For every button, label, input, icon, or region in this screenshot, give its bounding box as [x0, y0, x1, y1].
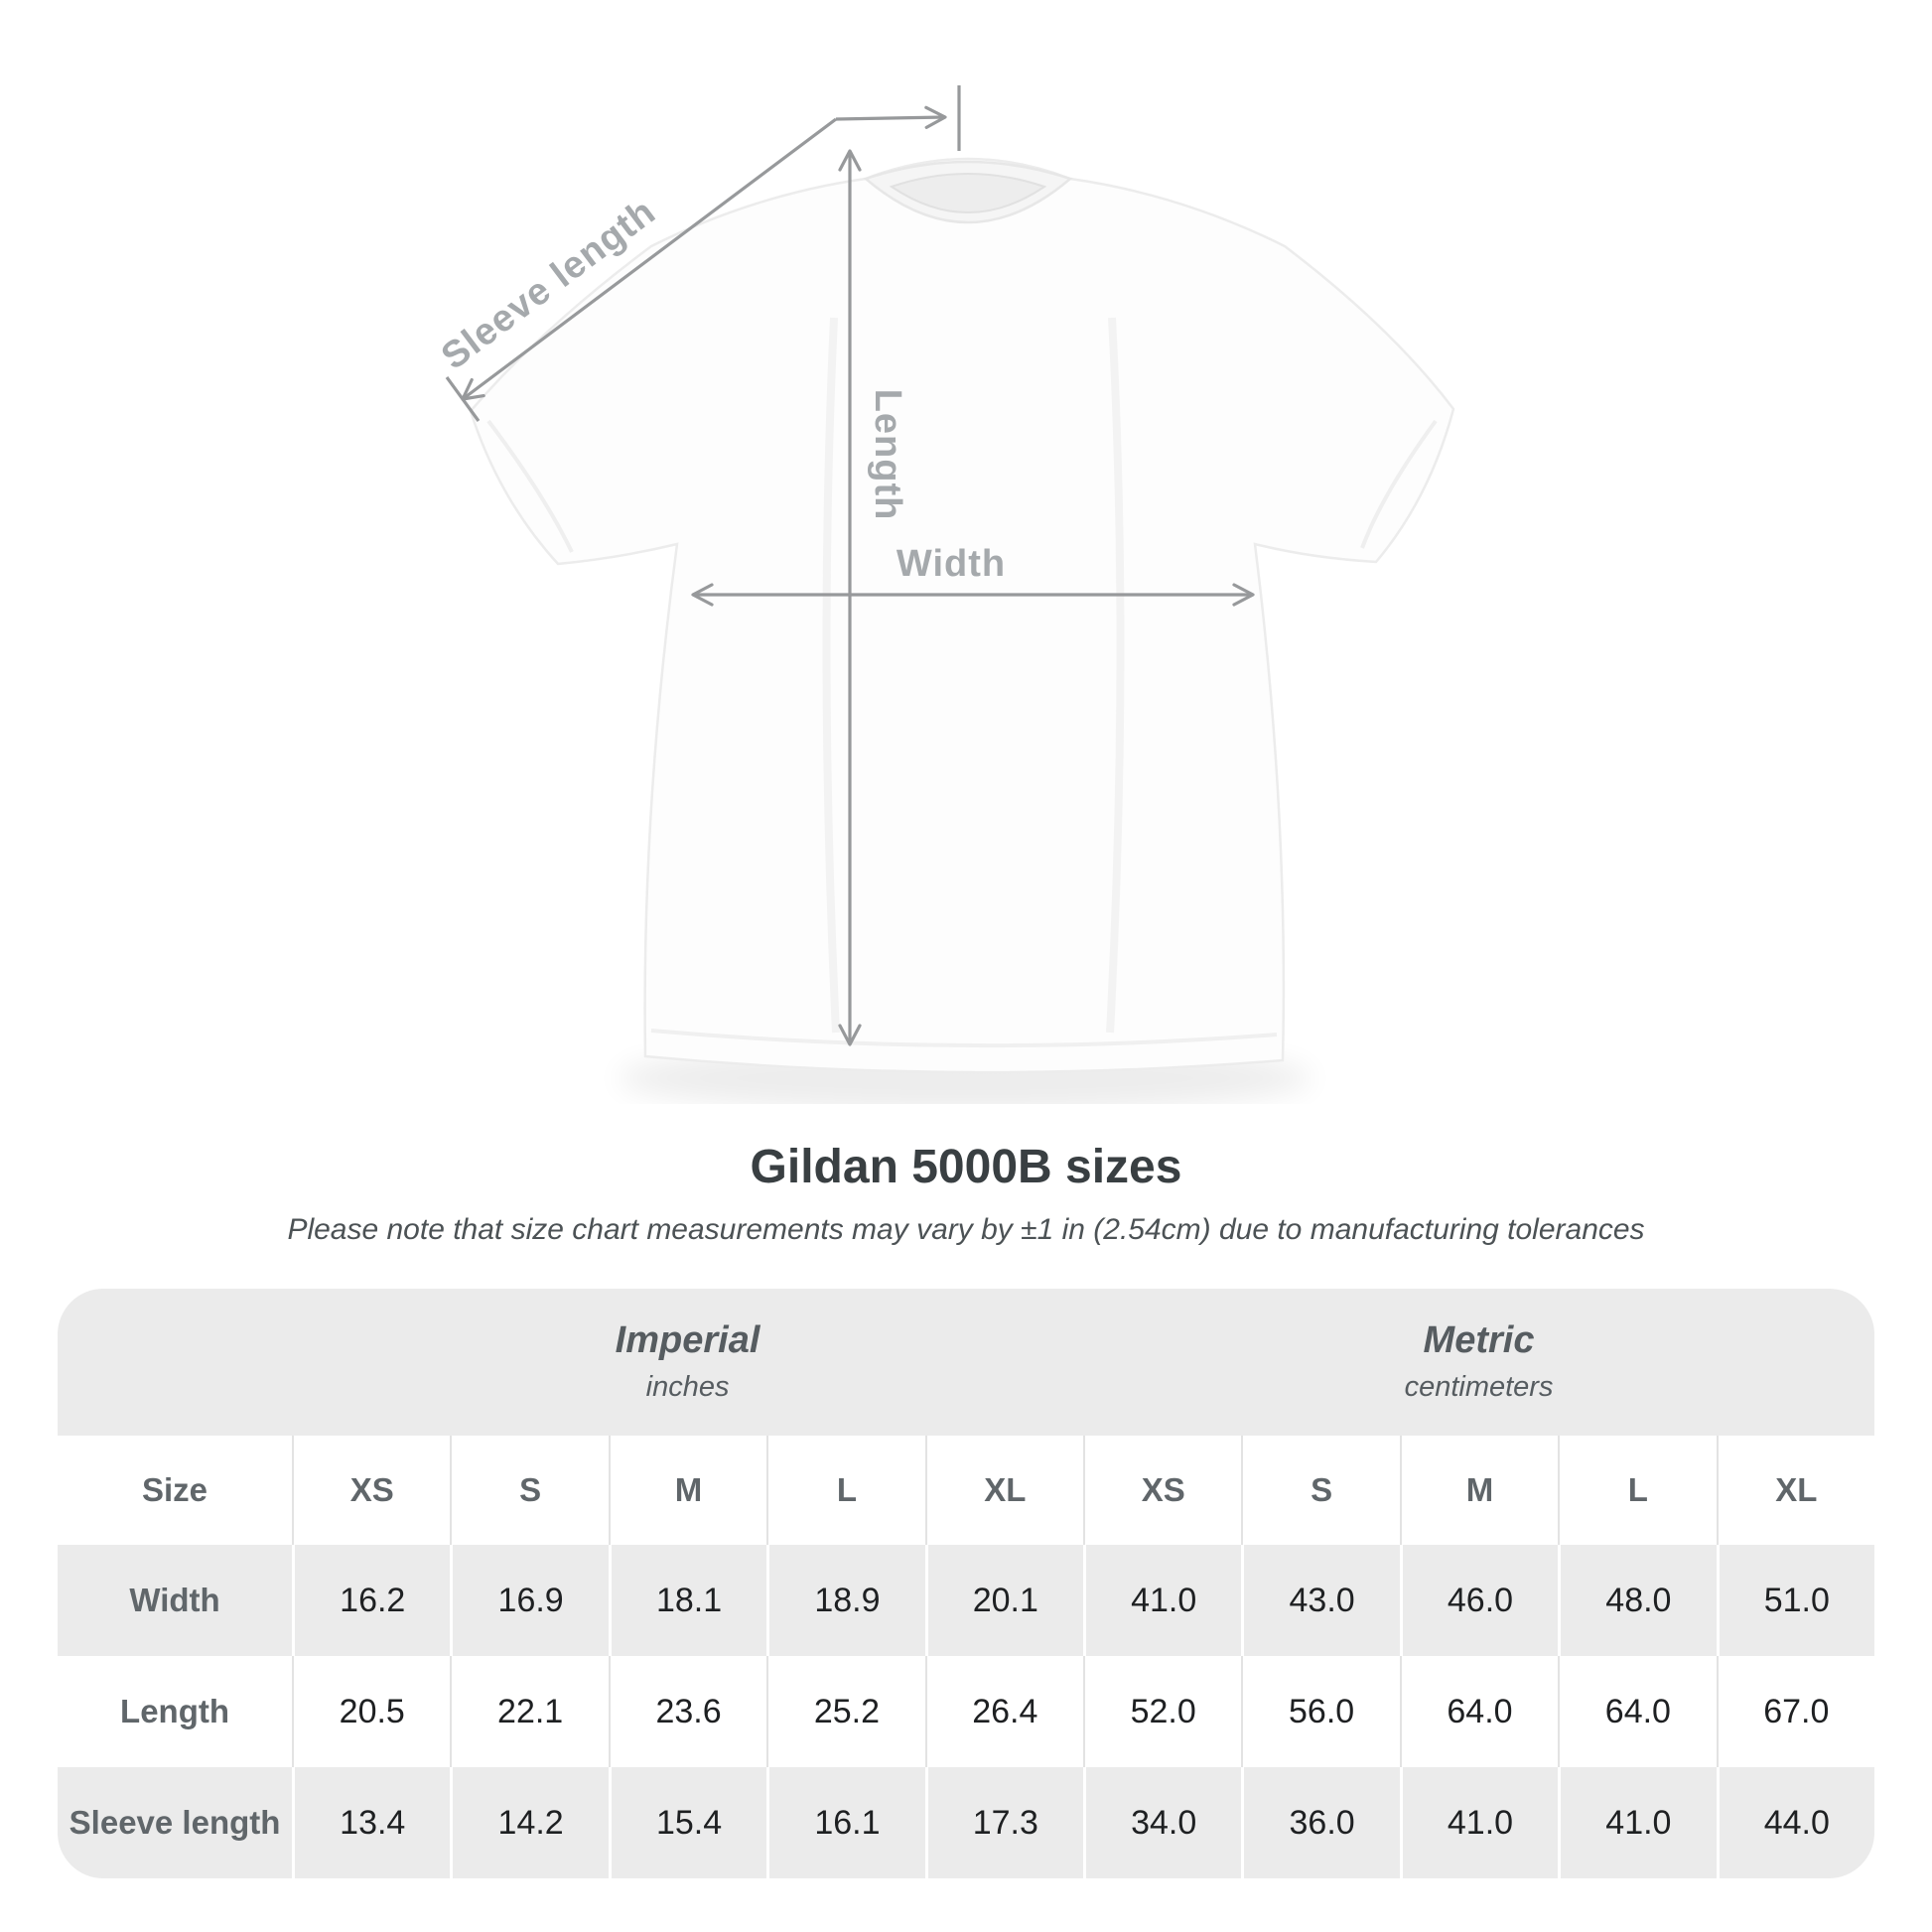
col-metric-m: M [1399, 1436, 1559, 1545]
sleeve-length-end-tick [445, 376, 481, 422]
table-row-sleeve-length: Sleeve length 13.4 14.2 15.4 16.1 17.3 3… [58, 1767, 1874, 1878]
row-label-length: Length [58, 1656, 293, 1767]
tshirt-shape [469, 157, 1455, 1074]
size-table: Imperial inches Metric centimeters Size … [58, 1289, 1874, 1878]
width-metric-l: 48.0 [1558, 1545, 1717, 1656]
width-imperial-l: 18.9 [766, 1545, 925, 1656]
sleeve-metric-s: 36.0 [1241, 1767, 1400, 1878]
length-imperial-l: 25.2 [766, 1656, 925, 1767]
unit-header-row: Imperial inches Metric centimeters [58, 1289, 1874, 1436]
unit-header-corner [58, 1289, 293, 1436]
metric-unit: centimeters [1404, 1370, 1554, 1403]
table-row-width: Width 16.2 16.9 18.1 18.9 20.1 41.0 43.0… [58, 1545, 1874, 1656]
table-row-length: Length 20.5 22.1 23.6 25.2 26.4 52.0 56.… [58, 1656, 1874, 1767]
length-metric-xl: 67.0 [1716, 1656, 1874, 1767]
width-metric-s: 43.0 [1241, 1545, 1400, 1656]
sleeve-length-arrow [461, 117, 837, 401]
sleeve-imperial-xl: 17.3 [924, 1767, 1084, 1878]
length-label: Length [867, 389, 908, 521]
length-imperial-s: 22.1 [450, 1656, 609, 1767]
metric-title: Metric [1423, 1319, 1535, 1362]
col-metric-xl: XL [1716, 1436, 1874, 1545]
col-imperial-l: L [766, 1436, 925, 1545]
col-metric-l: L [1558, 1436, 1717, 1545]
fabric-fold-right [1106, 317, 1125, 1034]
page-subtitle: Please note that size chart measurements… [287, 1213, 1645, 1246]
imperial-unit: inches [645, 1370, 730, 1403]
imperial-header: Imperial inches [292, 1289, 1084, 1436]
row-label-sleeve-length: Sleeve length [58, 1767, 293, 1878]
width-label: Width [897, 543, 1006, 585]
sleeve-metric-xl: 44.0 [1716, 1767, 1874, 1878]
sleeve-metric-xs: 34.0 [1083, 1767, 1242, 1878]
length-imperial-xs: 20.5 [292, 1656, 451, 1767]
col-imperial-s: S [450, 1436, 609, 1545]
right-cuff-seam [1360, 419, 1438, 549]
length-metric-s: 56.0 [1241, 1656, 1400, 1767]
width-metric-m: 46.0 [1399, 1545, 1559, 1656]
size-column-header: Size [58, 1436, 293, 1545]
length-imperial-xl: 26.4 [924, 1656, 1084, 1767]
shoulder-guide-line [835, 105, 947, 129]
fabric-fold-left [822, 317, 840, 1034]
collar-opening [889, 173, 1047, 213]
size-header-row: Size XS S M L XL XS S M L XL [58, 1436, 1874, 1545]
width-imperial-s: 16.9 [450, 1545, 609, 1656]
col-imperial-xs: XS [292, 1436, 451, 1545]
col-metric-xs: XS [1083, 1436, 1242, 1545]
sleeve-metric-m: 41.0 [1399, 1767, 1559, 1878]
width-metric-xl: 51.0 [1716, 1545, 1874, 1656]
sleeve-imperial-l: 16.1 [766, 1767, 925, 1878]
row-label-width: Width [58, 1545, 293, 1656]
metric-header: Metric centimeters [1083, 1289, 1874, 1436]
width-imperial-xl: 20.1 [924, 1545, 1084, 1656]
sleeve-metric-l: 41.0 [1558, 1767, 1717, 1878]
sleeve-imperial-xs: 13.4 [292, 1767, 451, 1878]
left-cuff-seam [486, 419, 574, 553]
tshirt-diagram: Sleeve length Length Width [434, 85, 1455, 1104]
hem-seam [650, 1029, 1278, 1048]
length-imperial-m: 23.6 [608, 1656, 767, 1767]
sleeve-imperial-m: 15.4 [608, 1767, 767, 1878]
width-imperial-m: 18.1 [608, 1545, 767, 1656]
width-imperial-xs: 16.2 [292, 1545, 451, 1656]
col-imperial-xl: XL [924, 1436, 1084, 1545]
col-imperial-m: M [608, 1436, 767, 1545]
imperial-title: Imperial [615, 1319, 760, 1362]
page-title: Gildan 5000B sizes [750, 1141, 1182, 1193]
col-metric-s: S [1241, 1436, 1400, 1545]
tshirt-svg: Sleeve length Length Width [434, 85, 1455, 1104]
sleeve-imperial-s: 14.2 [450, 1767, 609, 1878]
length-metric-m: 64.0 [1399, 1656, 1559, 1767]
length-metric-xs: 52.0 [1083, 1656, 1242, 1767]
size-table-container: Imperial inches Metric centimeters Size … [58, 1289, 1874, 1878]
width-metric-xs: 41.0 [1083, 1545, 1242, 1656]
length-metric-l: 64.0 [1558, 1656, 1717, 1767]
